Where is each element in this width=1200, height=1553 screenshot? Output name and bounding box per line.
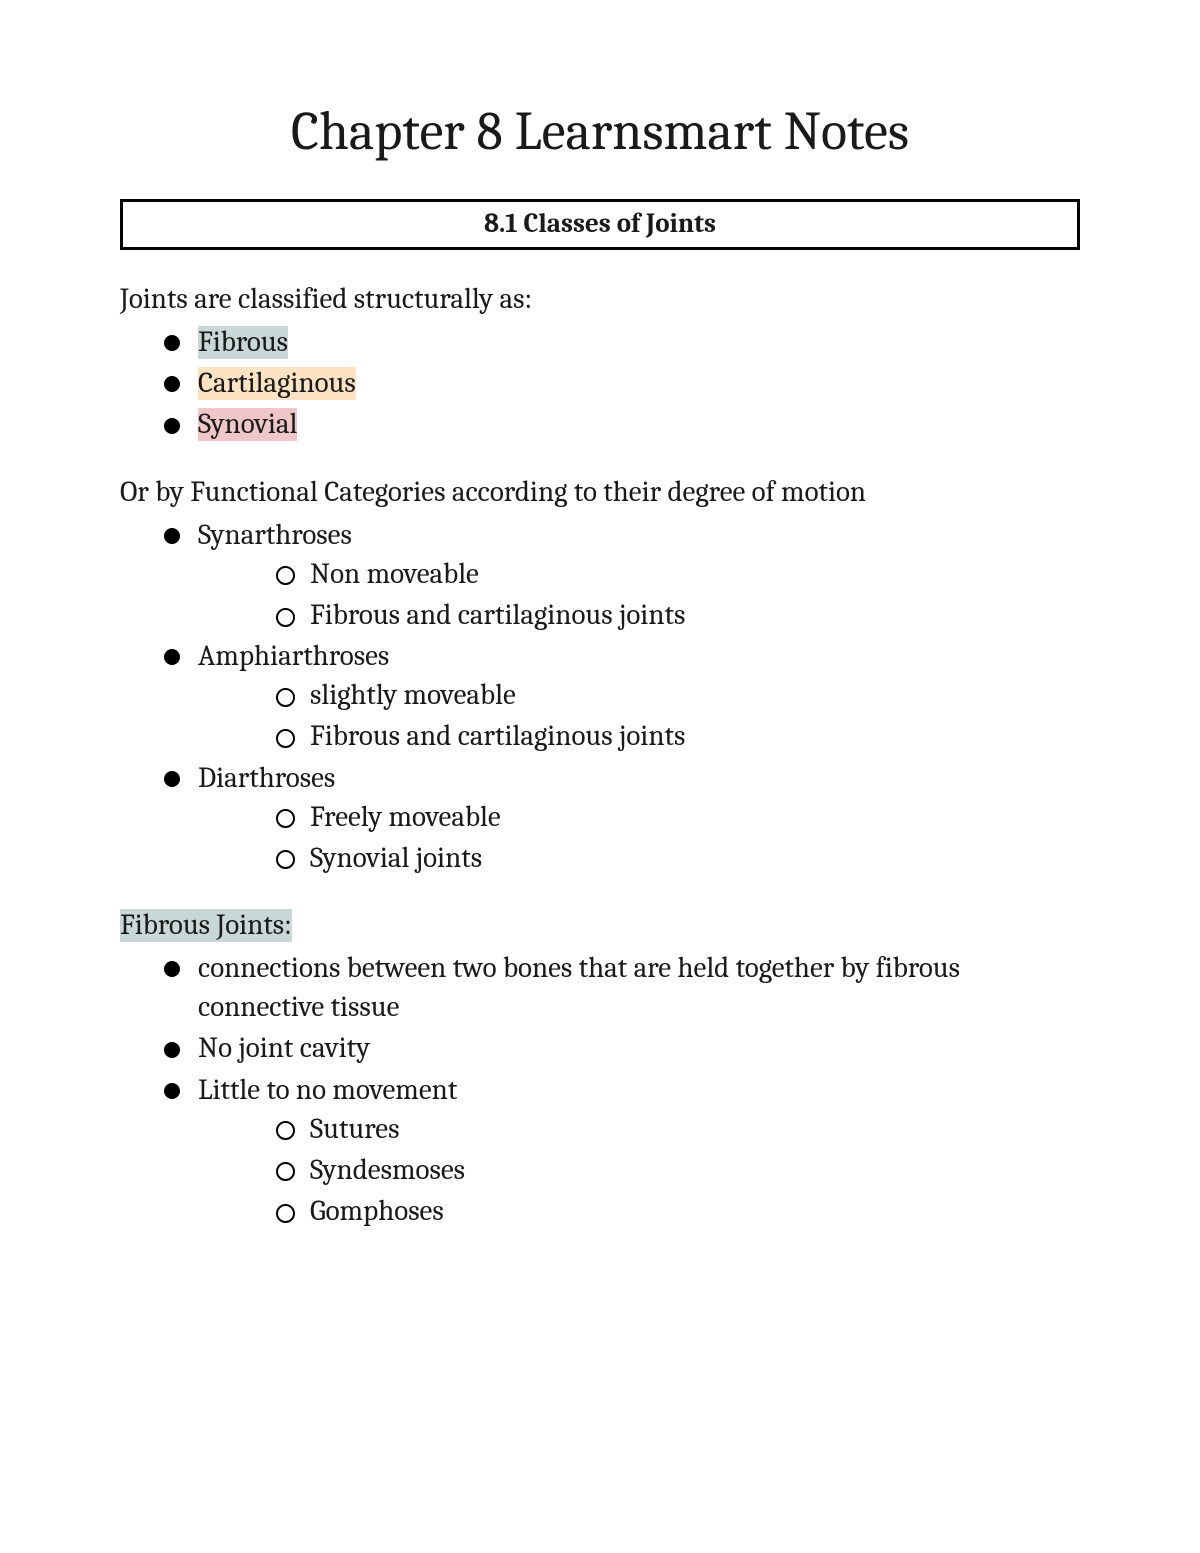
sub-list: Freely moveable Synovial joints (198, 798, 1080, 878)
functional-cat-name: Diarthroses (198, 762, 335, 795)
highlight-fibrous: Fibrous (198, 326, 288, 359)
sub-list-item: Fibrous and cartilaginous joints (276, 596, 1080, 635)
sub-list-item: slightly moveable (276, 676, 1080, 715)
highlight-synovial: Synovial (198, 408, 297, 441)
functional-cat-name: Amphiarthroses (198, 640, 389, 673)
functional-cat-name: Synarthroses (198, 519, 352, 552)
sub-list-item: Gomphoses (276, 1192, 1080, 1231)
section-header-text: 8.1 Classes of Joints (484, 208, 716, 239)
list-item: Synarthroses Non moveable Fibrous and ca… (164, 516, 1080, 635)
list-item: connections between two bones that are h… (164, 949, 1080, 1027)
list-item: Synovial (164, 405, 1080, 444)
page-title: Chapter 8 Learnsmart Notes (120, 100, 1080, 163)
sub-list: slightly moveable Fibrous and cartilagin… (198, 676, 1080, 756)
sub-list-item: Sutures (276, 1110, 1080, 1149)
functional-list: Synarthroses Non moveable Fibrous and ca… (120, 516, 1080, 878)
sub-list-item: Non moveable (276, 555, 1080, 594)
sub-list: Non moveable Fibrous and cartilaginous j… (198, 555, 1080, 635)
fibrous-list: connections between two bones that are h… (120, 949, 1080, 1231)
list-item: Cartilaginous (164, 364, 1080, 403)
list-item: No joint cavity (164, 1029, 1080, 1068)
sub-list-item: Synovial joints (276, 839, 1080, 878)
highlight-cartilaginous: Cartilaginous (198, 367, 356, 400)
sub-list-item: Freely moveable (276, 798, 1080, 837)
functional-intro: Or by Functional Categories according to… (120, 473, 1080, 512)
list-item: Little to no movement Sutures Syndesmose… (164, 1071, 1080, 1232)
sub-list-item: Fibrous and cartilaginous joints (276, 717, 1080, 756)
sub-list-item: Syndesmoses (276, 1151, 1080, 1190)
highlight-fibrous-heading: Fibrous Joints: (120, 909, 292, 942)
list-item-text: Little to no movement (198, 1074, 457, 1107)
structural-intro: Joints are classified structurally as: (120, 280, 1080, 319)
sub-list: Sutures Syndesmoses Gomphoses (198, 1110, 1080, 1231)
list-item: Diarthroses Freely moveable Synovial joi… (164, 759, 1080, 878)
document-body: Joints are classified structurally as: F… (120, 280, 1080, 1231)
section-header-box: 8.1 Classes of Joints (120, 199, 1080, 250)
list-item: Fibrous (164, 323, 1080, 362)
structural-list: Fibrous Cartilaginous Synovial (120, 323, 1080, 444)
fibrous-joints-heading: Fibrous Joints: (120, 906, 1080, 945)
list-item: Amphiarthroses slightly moveable Fibrous… (164, 637, 1080, 756)
